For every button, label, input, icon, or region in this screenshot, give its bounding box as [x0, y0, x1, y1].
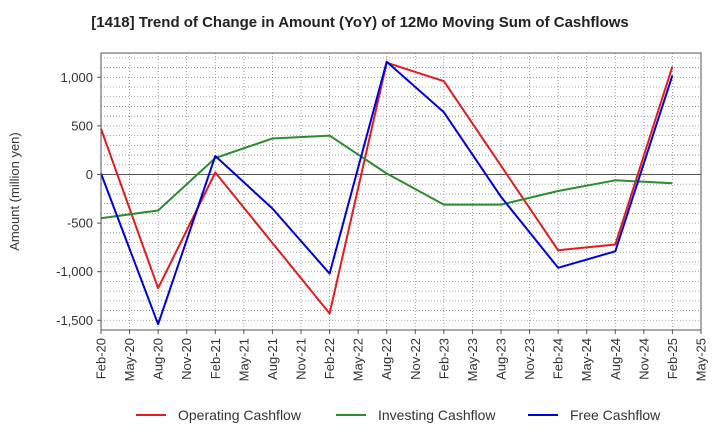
- legend: Operating Cashflow Investing Cashflow Free…: [136, 407, 661, 423]
- series-layer: [100, 60, 674, 326]
- x-tick-label: Aug-20: [151, 338, 166, 380]
- y-tick-label: 0: [86, 167, 93, 182]
- x-tick-label: Feb-25: [665, 338, 680, 379]
- x-tick-label: May-22: [351, 338, 366, 381]
- legend-label-investing-cashflow: Investing Cashflow: [378, 407, 496, 423]
- legend-label-operating-cashflow: Operating Cashflow: [178, 407, 302, 423]
- legend-label-free-cashflow: Free Cashflow: [570, 407, 661, 423]
- y-tick-label: 1,000: [60, 70, 93, 85]
- x-tick-label: Aug-21: [265, 338, 280, 380]
- grid-layer: [100, 53, 702, 331]
- y-tick-label: -500: [67, 216, 93, 231]
- x-tick-label: May-25: [694, 338, 709, 381]
- x-tick-label: Nov-23: [522, 338, 537, 380]
- y-tick-label: -1,500: [56, 313, 93, 328]
- plot-frame: [100, 52, 702, 331]
- chart-title: [1418] Trend of Change in Amount (YoY) o…: [91, 14, 629, 31]
- x-tick-label: May-21: [236, 338, 251, 381]
- x-tick-label: Aug-23: [494, 338, 509, 380]
- x-tick-label: May-20: [122, 338, 137, 381]
- x-tick-label: Feb-21: [208, 338, 223, 379]
- x-tick-label: Nov-21: [294, 338, 309, 380]
- y-axis-label: Amount (million yen): [7, 132, 22, 251]
- x-tick-label: Feb-22: [322, 338, 337, 379]
- x-tick-label: May-24: [579, 338, 594, 381]
- x-tick-label: Nov-22: [408, 338, 423, 380]
- x-tick-label: Feb-23: [436, 338, 451, 379]
- x-tick-label: Aug-22: [379, 338, 394, 380]
- x-tick-label: Feb-20: [94, 338, 109, 379]
- x-tick-label: Aug-24: [608, 338, 623, 380]
- x-tick-label: May-23: [465, 338, 480, 381]
- y-tick-label: 500: [71, 118, 93, 133]
- series-line-free-cashflow: [100, 60, 674, 326]
- y-tick-label: -1,000: [56, 264, 93, 279]
- x-tick-layer: Feb-20 May-20 Aug-20 Nov-20 Feb-21 May-21 Aug-…: [94, 330, 709, 381]
- x-tick-label: Nov-24: [636, 338, 651, 380]
- x-tick-label: Nov-20: [179, 338, 194, 380]
- x-tick-label: Feb-24: [551, 338, 566, 379]
- y-tick-layer: -1,500 -1,000 -500 0 500 1,000: [56, 70, 101, 328]
- series-line-investing-cashflow: [100, 134, 673, 220]
